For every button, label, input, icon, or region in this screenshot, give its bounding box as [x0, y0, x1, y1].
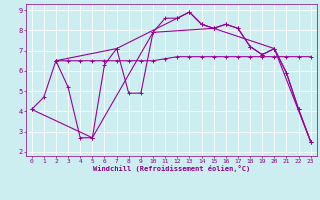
X-axis label: Windchill (Refroidissement éolien,°C): Windchill (Refroidissement éolien,°C)	[92, 165, 250, 172]
